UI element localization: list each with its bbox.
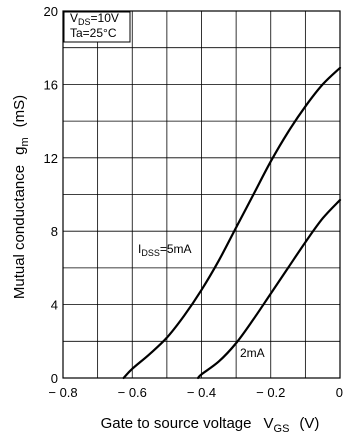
x-axis-label-main: Gate to source voltage (101, 415, 252, 432)
x-tick-labels: − 0.8 − 0.6 − 0.4 − 0.2 0 (48, 385, 343, 400)
series-label-idss-sub: DSS (141, 248, 160, 258)
x-axis-label-symbol: V (264, 415, 274, 432)
x-tick-label: − 0.4 (187, 385, 216, 400)
condition-vds-sub: DS (78, 17, 91, 27)
y-tick-label: 4 (51, 298, 58, 313)
curve-idss-2ma (196, 198, 342, 380)
condition-ta: Ta=25°C (70, 26, 117, 40)
conditions-frame (63, 11, 131, 43)
curve-idss-5ma (122, 66, 342, 380)
series-label-idss-rest: =5mA (160, 242, 192, 256)
y-axis-label-symbol: g (11, 147, 28, 155)
grid (63, 11, 340, 378)
y-axis-label-main: Mutual conductance (11, 165, 28, 299)
y-axis-label: Mutual conductance gm (mS) (11, 95, 31, 299)
condition-vds-main: V (70, 11, 78, 25)
x-tick-label: 0 (336, 385, 343, 400)
y-axis-label-sub: m (19, 137, 31, 146)
y-tick-label: 12 (44, 151, 58, 166)
x-tick-label: − 0.2 (256, 385, 285, 400)
x-axis-label-unit: (V) (299, 415, 319, 432)
y-tick-label: 8 (51, 224, 58, 239)
y-tick-label: 16 (44, 77, 58, 92)
x-axis-label: Gate to source voltage VGS (V) (101, 415, 320, 435)
series-label-idss-main: I (138, 242, 141, 256)
conditions-box: VDS=10V Ta=25°C (63, 11, 131, 43)
plot-frame (62, 10, 341, 379)
condition-vds-rest: =10V (91, 11, 119, 25)
condition-vds: VDS=10V (70, 11, 119, 27)
y-axis-label-unit: (mS) (11, 95, 28, 128)
x-axis-label-sub: GS (274, 423, 290, 435)
series-label-idss-5ma: IDSS=5mA (138, 242, 192, 258)
x-tick-label: − 0.6 (118, 385, 147, 400)
series-label-2ma: 2mA (240, 346, 265, 360)
y-tick-labels: 0 4 8 12 16 20 (44, 4, 58, 386)
y-tick-label: 20 (44, 4, 58, 19)
y-tick-label: 0 (51, 371, 58, 386)
x-tick-label: − 0.8 (48, 385, 77, 400)
curves (122, 66, 342, 380)
